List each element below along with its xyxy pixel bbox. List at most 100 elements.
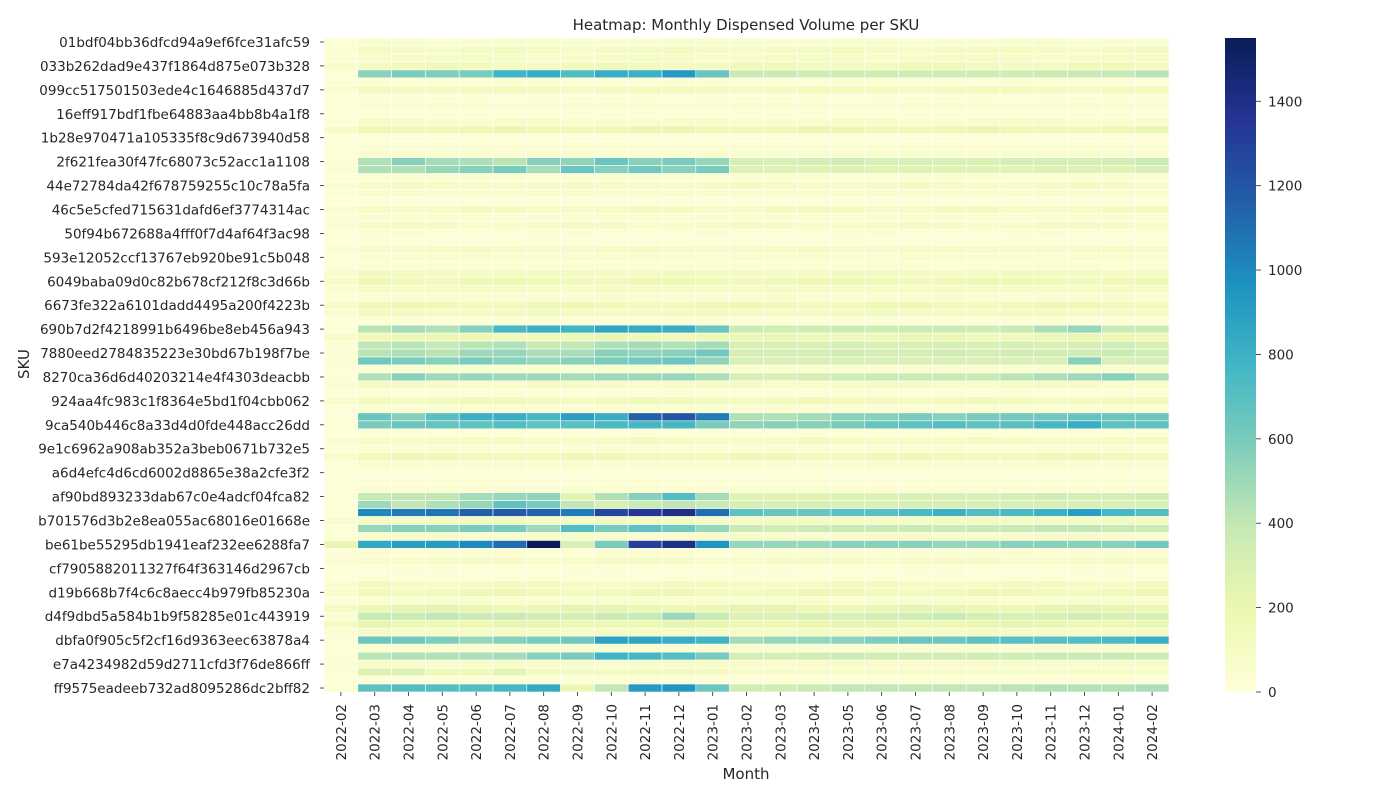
heatmap-cell xyxy=(1033,93,1068,103)
heatmap-cell xyxy=(458,460,494,469)
heatmap-cell xyxy=(1067,77,1102,87)
heatmap-cell xyxy=(898,428,933,438)
heatmap-cell xyxy=(526,436,561,446)
heatmap-cell xyxy=(898,436,933,446)
heatmap-cell xyxy=(492,221,528,230)
heatmap-cell xyxy=(864,205,899,214)
heatmap-cell xyxy=(661,540,697,549)
heatmap-cell xyxy=(323,444,359,454)
heatmap-cell xyxy=(357,484,392,493)
heatmap-cell xyxy=(763,372,798,382)
heatmap-cell xyxy=(323,476,359,485)
colorbar-tick-label: 1400 xyxy=(1268,94,1302,110)
heatmap-cell xyxy=(796,117,832,127)
heatmap-cell xyxy=(932,253,967,262)
heatmap-cell xyxy=(1134,316,1170,326)
heatmap-cell xyxy=(323,396,359,406)
heatmap-cell xyxy=(763,468,798,477)
heatmap-cell xyxy=(999,603,1035,613)
heatmap-cell xyxy=(932,364,967,374)
heatmap-cell xyxy=(425,181,460,190)
heatmap-cell xyxy=(796,388,832,398)
heatmap-cell xyxy=(1067,500,1102,509)
heatmap-cell xyxy=(594,388,629,398)
heatmap-cell xyxy=(1134,284,1170,294)
heatmap-cell xyxy=(594,181,629,190)
heatmap-cell xyxy=(864,380,899,390)
heatmap-cell xyxy=(695,492,730,501)
heatmap-cell xyxy=(999,548,1035,557)
heatmap-cell xyxy=(661,548,697,557)
heatmap-cell xyxy=(526,675,561,685)
heatmap-cell xyxy=(425,396,460,406)
heatmap-cell xyxy=(695,245,730,254)
heatmap-cell xyxy=(695,580,730,589)
heatmap-cell xyxy=(425,276,460,286)
heatmap-cell xyxy=(1033,508,1068,517)
heatmap-cell xyxy=(492,460,528,469)
heatmap-cell xyxy=(492,492,528,501)
heatmap-cell xyxy=(999,404,1035,414)
heatmap-cell xyxy=(932,548,967,557)
heatmap-cell xyxy=(830,564,866,573)
heatmap-cell xyxy=(526,540,561,549)
heatmap-cell xyxy=(492,412,528,422)
heatmap-cell xyxy=(864,468,899,477)
heatmap-cell xyxy=(1134,588,1170,597)
heatmap-cell xyxy=(391,189,426,198)
heatmap-cell xyxy=(965,524,1001,533)
heatmap-cell xyxy=(695,109,730,119)
heatmap-cell xyxy=(1101,635,1136,645)
heatmap-cell xyxy=(796,436,832,446)
heatmap-cell xyxy=(560,619,595,629)
heatmap-cell xyxy=(1134,61,1170,71)
heatmap-cell xyxy=(830,675,866,685)
heatmap-cell xyxy=(627,643,663,653)
heatmap-cell xyxy=(526,300,561,310)
heatmap-cell xyxy=(695,93,730,103)
heatmap-cell xyxy=(357,173,392,182)
heatmap-cell xyxy=(999,372,1035,382)
heatmap-cell xyxy=(526,261,561,270)
heatmap-cell xyxy=(661,316,697,326)
heatmap-cell xyxy=(695,45,730,55)
heatmap-cell xyxy=(357,548,392,557)
heatmap-cell xyxy=(323,197,359,206)
heatmap-cell xyxy=(830,229,866,238)
heatmap-cell xyxy=(492,173,528,182)
heatmap-cell xyxy=(1134,213,1170,222)
heatmap-cell xyxy=(695,53,730,63)
heatmap-cell xyxy=(898,149,933,158)
heatmap-cell xyxy=(932,683,967,693)
heatmap-cell xyxy=(391,117,426,127)
heatmap-cell xyxy=(661,484,697,493)
heatmap-cell xyxy=(830,117,866,127)
heatmap-cell xyxy=(594,229,629,238)
heatmap-cell xyxy=(830,396,866,406)
heatmap-cell xyxy=(1033,476,1068,485)
heatmap-cell xyxy=(1134,181,1170,190)
heatmap-cell xyxy=(1033,532,1068,541)
heatmap-cell xyxy=(627,659,663,669)
heatmap-cell xyxy=(695,524,730,533)
heatmap-cell xyxy=(999,452,1035,462)
heatmap-cell xyxy=(932,428,967,438)
heatmap-cell xyxy=(965,308,1001,318)
heatmap-cell xyxy=(932,611,967,621)
heatmap-cell xyxy=(999,340,1035,350)
heatmap-cell xyxy=(729,540,764,549)
heatmap-cell xyxy=(1134,643,1170,653)
heatmap-cell xyxy=(323,141,359,150)
heatmap-cell xyxy=(1134,125,1170,135)
heatmap-cell xyxy=(391,484,426,493)
heatmap-cell xyxy=(425,165,460,174)
heatmap-cell xyxy=(999,436,1035,446)
heatmap-cell xyxy=(763,276,798,286)
heatmap-cell xyxy=(492,484,528,493)
heatmap-cell xyxy=(661,141,697,150)
heatmap-cell xyxy=(492,268,528,278)
heatmap-cell xyxy=(932,540,967,549)
heatmap-cell xyxy=(391,508,426,517)
heatmap-cell xyxy=(830,332,866,342)
